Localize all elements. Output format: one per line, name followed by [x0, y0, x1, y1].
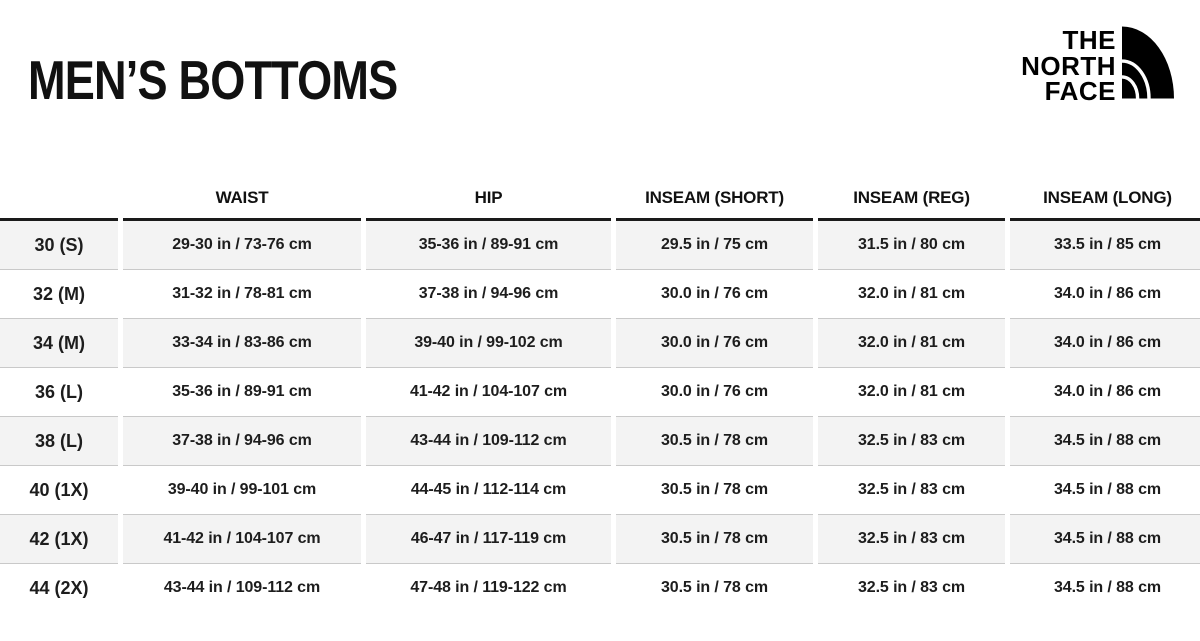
inseam-reg-value: 32.0 in / 81 cm [818, 269, 1005, 318]
hip-value: 39-40 in / 99-102 cm [366, 318, 611, 367]
waist-value: 41-42 in / 104-107 cm [123, 514, 361, 563]
hip-value: 37-38 in / 94-96 cm [366, 269, 611, 318]
inseam-reg-value: 31.5 in / 80 cm [818, 221, 1005, 269]
inseam-long-value: 33.5 in / 85 cm [1010, 221, 1200, 269]
inseam-long-value: 34.5 in / 88 cm [1010, 514, 1200, 563]
hip-value: 43-44 in / 109-112 cm [366, 416, 611, 465]
size-label: 38 (L) [0, 416, 118, 465]
inseam-short-value: 30.0 in / 76 cm [616, 269, 813, 318]
waist-value: 33-34 in / 83-86 cm [123, 318, 361, 367]
waist-value: 29-30 in / 73-76 cm [123, 221, 361, 269]
column-header-size [0, 150, 118, 221]
size-chart-table: WAIST HIP INSEAM (SHORT) INSEAM (REG) IN… [0, 150, 1200, 612]
hip-value: 41-42 in / 104-107 cm [366, 367, 611, 416]
inseam-reg-value: 32.5 in / 83 cm [818, 465, 1005, 514]
inseam-long-value: 34.5 in / 88 cm [1010, 416, 1200, 465]
inseam-short-value: 30.5 in / 78 cm [616, 416, 813, 465]
waist-value: 43-44 in / 109-112 cm [123, 563, 361, 612]
size-label: 44 (2X) [0, 563, 118, 612]
table-body: 30 (S) 29-30 in / 73-76 cm 35-36 in / 89… [0, 221, 1200, 612]
inseam-long-value: 34.0 in / 86 cm [1010, 269, 1200, 318]
inseam-reg-value: 32.5 in / 83 cm [818, 563, 1005, 612]
waist-value: 31-32 in / 78-81 cm [123, 269, 361, 318]
size-label: 40 (1X) [0, 465, 118, 514]
column-header-inseam-reg: INSEAM (REG) [818, 150, 1005, 221]
inseam-short-value: 30.0 in / 76 cm [616, 318, 813, 367]
table-row: 38 (L) 37-38 in / 94-96 cm 43-44 in / 10… [0, 416, 1200, 465]
waist-value: 39-40 in / 99-101 cm [123, 465, 361, 514]
brand-word-the: THE [1062, 25, 1116, 55]
page-title: MEN’S BOTTOMS [28, 53, 478, 108]
hip-value: 47-48 in / 119-122 cm [366, 563, 611, 612]
inseam-reg-value: 32.0 in / 81 cm [818, 367, 1005, 416]
hip-value: 35-36 in / 89-91 cm [366, 221, 611, 269]
size-label: 34 (M) [0, 318, 118, 367]
hip-value: 44-45 in / 112-114 cm [366, 465, 611, 514]
table-row: 34 (M) 33-34 in / 83-86 cm 39-40 in / 99… [0, 318, 1200, 367]
size-label: 42 (1X) [0, 514, 118, 563]
inseam-reg-value: 32.5 in / 83 cm [818, 514, 1005, 563]
column-header-hip: HIP [366, 150, 611, 221]
table-row: 40 (1X) 39-40 in / 99-101 cm 44-45 in / … [0, 465, 1200, 514]
table-row: 42 (1X) 41-42 in / 104-107 cm 46-47 in /… [0, 514, 1200, 563]
inseam-short-value: 30.5 in / 78 cm [616, 465, 813, 514]
inseam-long-value: 34.5 in / 88 cm [1010, 563, 1200, 612]
brand-word-face: FACE [1044, 76, 1116, 106]
hip-value: 46-47 in / 117-119 cm [366, 514, 611, 563]
inseam-reg-value: 32.5 in / 83 cm [818, 416, 1005, 465]
column-header-waist: WAIST [123, 150, 361, 221]
brand-wordmark: THE NORTH FACE [1021, 25, 1116, 106]
column-header-inseam-short: INSEAM (SHORT) [616, 150, 813, 221]
inseam-short-value: 30.5 in / 78 cm [616, 563, 813, 612]
size-label: 30 (S) [0, 221, 118, 269]
table-row: 30 (S) 29-30 in / 73-76 cm 35-36 in / 89… [0, 221, 1200, 269]
brand-word-north: NORTH [1021, 50, 1116, 81]
waist-value: 37-38 in / 94-96 cm [123, 416, 361, 465]
inseam-long-value: 34.0 in / 86 cm [1010, 367, 1200, 416]
column-header-inseam-long: INSEAM (LONG) [1010, 150, 1200, 221]
table-row: 32 (M) 31-32 in / 78-81 cm 37-38 in / 94… [0, 269, 1200, 318]
half-dome-icon [1122, 26, 1174, 99]
header-row: WAIST HIP INSEAM (SHORT) INSEAM (REG) IN… [0, 150, 1200, 221]
size-chart-container: WAIST HIP INSEAM (SHORT) INSEAM (REG) IN… [0, 150, 1200, 612]
size-label: 36 (L) [0, 367, 118, 416]
inseam-reg-value: 32.0 in / 81 cm [818, 318, 1005, 367]
page-title-text: MEN’S BOTTOMS [28, 49, 398, 111]
table-row: 36 (L) 35-36 in / 89-91 cm 41-42 in / 10… [0, 367, 1200, 416]
inseam-long-value: 34.0 in / 86 cm [1010, 318, 1200, 367]
inseam-short-value: 30.5 in / 78 cm [616, 514, 813, 563]
brand-logo: THE NORTH FACE [1021, 26, 1174, 105]
inseam-short-value: 30.0 in / 76 cm [616, 367, 813, 416]
waist-value: 35-36 in / 89-91 cm [123, 367, 361, 416]
inseam-long-value: 34.5 in / 88 cm [1010, 465, 1200, 514]
inseam-short-value: 29.5 in / 75 cm [616, 221, 813, 269]
table-row: 44 (2X) 43-44 in / 109-112 cm 47-48 in /… [0, 563, 1200, 612]
size-label: 32 (M) [0, 269, 118, 318]
